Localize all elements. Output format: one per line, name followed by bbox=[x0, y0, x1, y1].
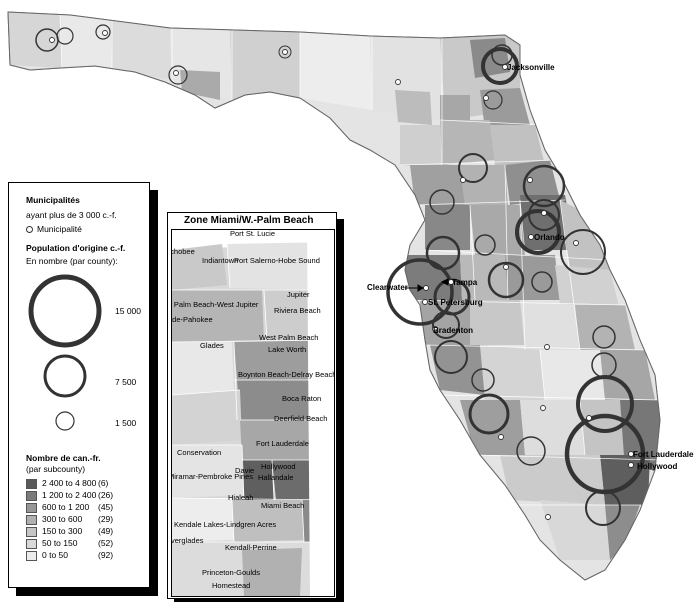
class-label: 1 200 to 2 400 bbox=[42, 490, 97, 500]
inset-place-label: Hialeah bbox=[228, 493, 254, 502]
class-swatch bbox=[26, 551, 37, 561]
inset-place-label: Indiantown bbox=[202, 256, 239, 265]
city-label-fort-lauderdale: Fort Lauderdale bbox=[633, 450, 694, 459]
legend-class-subtitle: (par subcounty) bbox=[26, 464, 86, 474]
city-label-orlando: Orlando bbox=[534, 233, 565, 242]
inset-place-label: Port Salerno-Hobe Sound bbox=[234, 256, 320, 265]
inset-place-label: ade-Pahokee bbox=[171, 315, 213, 324]
inset-place-label: al Palm Beach-West Jupiter bbox=[171, 300, 259, 309]
class-label: 2 400 to 4 800 bbox=[42, 478, 97, 488]
class-swatch bbox=[26, 503, 37, 513]
legend-municipalities-title: Municipalités bbox=[26, 195, 80, 205]
inset-place-label: Conservation bbox=[177, 448, 222, 457]
legend-population-title: Population d'origine c.-f. bbox=[26, 243, 126, 253]
city-label-bradenton: Bradenton bbox=[433, 326, 473, 335]
circle-15000 bbox=[28, 274, 102, 348]
inset-place-label: Hollywood bbox=[261, 462, 296, 471]
clearwater-arrow bbox=[405, 284, 424, 292]
class-count: (26) bbox=[98, 490, 114, 500]
legend-circle-label-15000: 15 000 bbox=[115, 306, 141, 316]
circle-1500 bbox=[55, 411, 75, 431]
inset-place-label: Riviera Beach bbox=[274, 306, 321, 315]
subcounty-borders bbox=[59, 13, 660, 506]
class-label: 150 to 300 bbox=[42, 526, 83, 536]
legend-municipality-label: Municipalité bbox=[37, 224, 82, 234]
circle-7500 bbox=[43, 354, 87, 398]
class-count: (92) bbox=[98, 550, 114, 560]
tampa-arrow bbox=[440, 278, 449, 286]
population-circles bbox=[35, 24, 646, 526]
inset-miami-palm-beach: Zone Miami/W.-Palm Beach bbox=[167, 212, 337, 599]
inset-place-label: echobee bbox=[172, 247, 195, 256]
class-count: (49) bbox=[98, 526, 114, 536]
class-label: 300 to 600 bbox=[42, 514, 83, 524]
legend-circle-label-1500: 1 500 bbox=[115, 418, 137, 428]
class-count: (45) bbox=[98, 502, 114, 512]
city-label-hollywood: Hollywood bbox=[637, 462, 678, 471]
class-label: 50 to 150 bbox=[42, 538, 78, 548]
class-label: 600 to 1 200 bbox=[42, 502, 90, 512]
inset-place-label: Miami Beach bbox=[261, 501, 305, 510]
legend-circle-scale bbox=[28, 274, 102, 431]
city-label-clearwater: Clearwater bbox=[367, 283, 408, 292]
inset-place-label: Princeton-Goulds bbox=[202, 568, 260, 577]
class-count: (52) bbox=[98, 538, 114, 548]
class-swatch bbox=[26, 515, 37, 525]
legend-population-subtitle: En nombre (par county): bbox=[26, 256, 118, 266]
legend-municipality-entry: Municipalité bbox=[26, 224, 82, 234]
inset-title: Zone Miami/W.-Palm Beach bbox=[184, 215, 314, 226]
class-swatch bbox=[26, 491, 37, 501]
class-swatch bbox=[26, 539, 37, 549]
class-swatch bbox=[26, 527, 37, 537]
city-label-tampa: Tampa bbox=[452, 278, 478, 287]
inset-place-label: Hallandale bbox=[258, 473, 294, 482]
legend-circle-label-7500: 7 500 bbox=[115, 377, 137, 387]
inset-place-label: Boca Raton bbox=[282, 394, 322, 403]
class-count: (29) bbox=[98, 514, 114, 524]
inset-place-label: Deerfield Beach bbox=[274, 414, 328, 423]
inset-place-label: Port St. Lucie bbox=[230, 229, 276, 238]
inset-place-label: Homestead bbox=[212, 581, 251, 590]
inset-place-label: Davie bbox=[235, 466, 255, 475]
class-label: 0 to 50 bbox=[42, 550, 68, 560]
class-swatch bbox=[26, 479, 37, 489]
inset-place-label: West Palm Beach bbox=[259, 333, 319, 342]
legend-municipalities-subtitle: ayant plus de 3 000 c.-f. bbox=[26, 210, 117, 220]
class-count: (6) bbox=[98, 478, 109, 488]
inset-place-label: Kendale Lakes-Lindgren Acres bbox=[174, 520, 277, 529]
map-legend: Municipalités ayant plus de 3 000 c.-f. … bbox=[8, 182, 150, 588]
inset-place-label: Fort Lauderdale bbox=[256, 439, 309, 448]
inset-place-label: Glades bbox=[200, 341, 224, 350]
inset-place-label: Kendall-Perrine bbox=[225, 543, 277, 552]
inset-place-label: Everglades bbox=[171, 536, 204, 545]
inset-place-label: Jupiter bbox=[287, 290, 310, 299]
legend-class-title: Nombre de can.-fr. bbox=[26, 453, 101, 463]
inset-place-label: Boynton Beach-Delray Beach bbox=[238, 370, 335, 379]
municipality-marker-icon bbox=[26, 226, 33, 234]
inset-patches bbox=[172, 230, 334, 596]
inset-place-label: Lake Worth bbox=[268, 345, 307, 354]
municipality-markers bbox=[49, 30, 634, 520]
city-label-jacksonville: Jacksonville bbox=[507, 63, 555, 72]
inset-place-label: Miramar-Pembroke Pines bbox=[171, 472, 254, 481]
city-label-st-petersburg: St. Petersburg bbox=[428, 298, 483, 307]
